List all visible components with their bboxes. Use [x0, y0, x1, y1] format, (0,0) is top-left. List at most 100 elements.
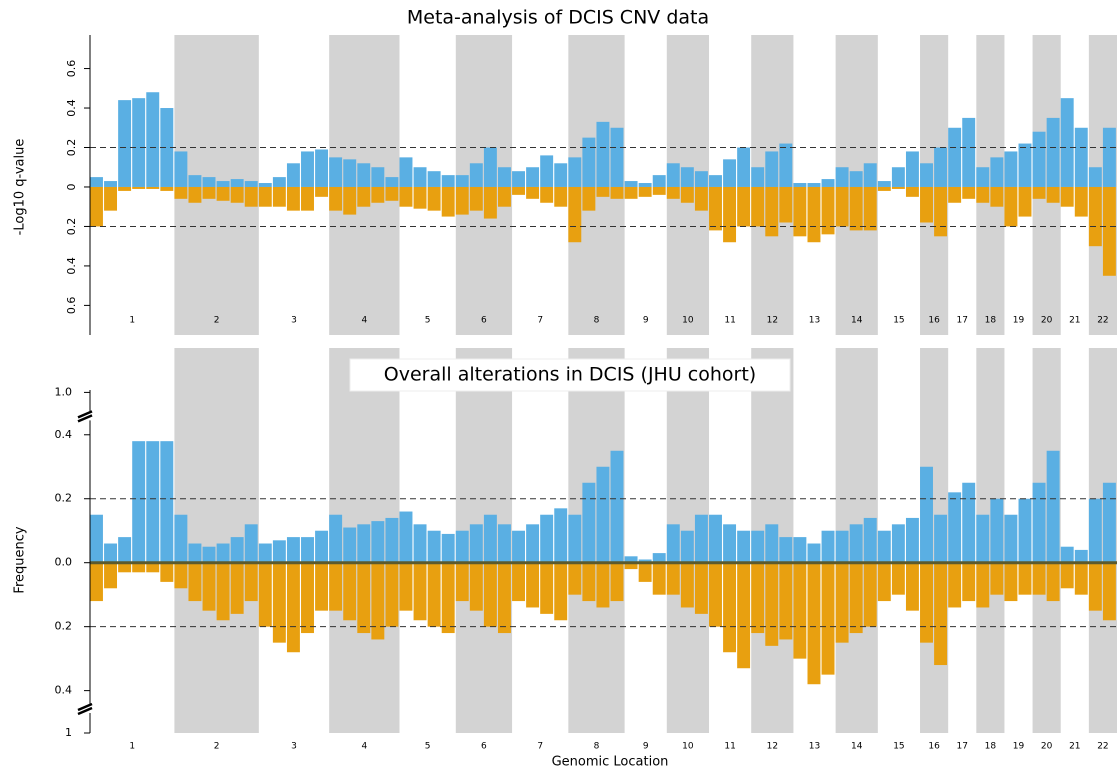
bar — [118, 100, 132, 187]
bar — [540, 562, 554, 614]
bar — [160, 108, 174, 187]
bar — [455, 175, 469, 187]
bar — [863, 517, 877, 563]
bar — [244, 562, 258, 602]
bar — [188, 562, 202, 602]
y-tick-label: 0.4 — [55, 684, 73, 697]
x-tick-label: 5 — [425, 316, 431, 326]
bar — [807, 562, 821, 685]
bar — [1088, 167, 1102, 187]
bar — [385, 562, 399, 627]
bar — [315, 530, 329, 563]
bar — [751, 530, 765, 563]
bar — [343, 527, 357, 563]
bar — [118, 562, 132, 573]
bar — [469, 186, 483, 211]
bar — [118, 537, 132, 563]
bar — [793, 537, 807, 563]
bar — [1032, 562, 1046, 595]
bar — [596, 186, 610, 197]
bar — [343, 562, 357, 621]
bar — [357, 186, 371, 207]
bar — [723, 159, 737, 187]
bar — [343, 159, 357, 187]
bar — [1060, 98, 1074, 187]
bar — [146, 562, 160, 573]
bar — [1032, 482, 1046, 563]
bar — [835, 562, 849, 643]
bar — [230, 562, 244, 614]
bar — [877, 562, 891, 602]
bar — [596, 562, 610, 608]
bar — [244, 186, 258, 207]
bar — [1018, 143, 1032, 187]
bar — [765, 151, 779, 187]
bar — [624, 562, 638, 570]
bar — [526, 186, 540, 199]
bar — [202, 177, 216, 187]
bar — [709, 562, 722, 627]
x-tick-label: 17 — [957, 742, 968, 752]
y-tick-label: 0.6 — [65, 60, 78, 78]
bar — [779, 143, 793, 187]
bar — [216, 186, 230, 201]
bar — [146, 186, 160, 189]
bar — [1004, 562, 1018, 602]
bar — [413, 562, 427, 621]
bar — [680, 530, 694, 563]
x-tick-label: 22 — [1097, 742, 1108, 752]
bar — [891, 186, 905, 189]
y-tick-label: 0.2 — [55, 620, 73, 633]
bar — [905, 517, 919, 563]
bar — [526, 167, 540, 187]
bar — [709, 186, 722, 231]
bar — [793, 562, 807, 659]
bar — [849, 171, 863, 187]
bar — [807, 183, 821, 187]
bar — [948, 127, 962, 187]
bar — [188, 543, 202, 563]
bar — [441, 186, 455, 217]
bar — [357, 524, 371, 563]
bar — [301, 537, 314, 563]
bar — [202, 562, 216, 611]
bar — [638, 186, 652, 197]
bar — [526, 524, 540, 563]
x-tick-label: 13 — [809, 316, 820, 326]
x-tick-label: 4 — [361, 742, 367, 752]
bar — [849, 562, 863, 634]
axis-break — [77, 706, 93, 716]
bar — [455, 530, 469, 563]
bar — [455, 186, 469, 215]
bar — [610, 450, 624, 563]
bar — [371, 562, 385, 640]
bar — [709, 175, 722, 187]
bar — [638, 562, 652, 582]
bar — [807, 186, 821, 243]
chart-panel: 1 2 3 4 5 6 7 8 9 10 11 12 13 14 15 16 17 18 19 20 21 220.60.… — [13, 7, 1117, 335]
bar — [1004, 186, 1018, 227]
chart-title: Overall alterations in DCIS (JHU cohort) — [384, 364, 756, 386]
x-tick-label: 2 — [214, 316, 220, 326]
bar — [483, 514, 497, 563]
bar — [694, 514, 708, 563]
bar — [680, 167, 694, 187]
x-tick-label: 8 — [594, 316, 600, 326]
chart-title: Meta-analysis of DCIS CNV data — [407, 7, 709, 29]
bar — [104, 181, 118, 187]
x-tick-label: 2 — [214, 742, 220, 752]
bar — [301, 151, 314, 187]
bar — [666, 524, 680, 563]
bar — [610, 562, 624, 602]
bar — [821, 186, 835, 235]
x-tick-label: 9 — [643, 316, 649, 326]
y-axis-title: Frequency — [13, 526, 28, 593]
y-tick-label: 1.0 — [55, 385, 73, 398]
x-tick-label: 22 — [1097, 316, 1108, 326]
bar — [624, 186, 638, 199]
x-tick-label: 6 — [481, 316, 487, 326]
x-tick-label: 7 — [537, 742, 543, 752]
bar — [905, 151, 919, 187]
bar — [582, 562, 596, 602]
